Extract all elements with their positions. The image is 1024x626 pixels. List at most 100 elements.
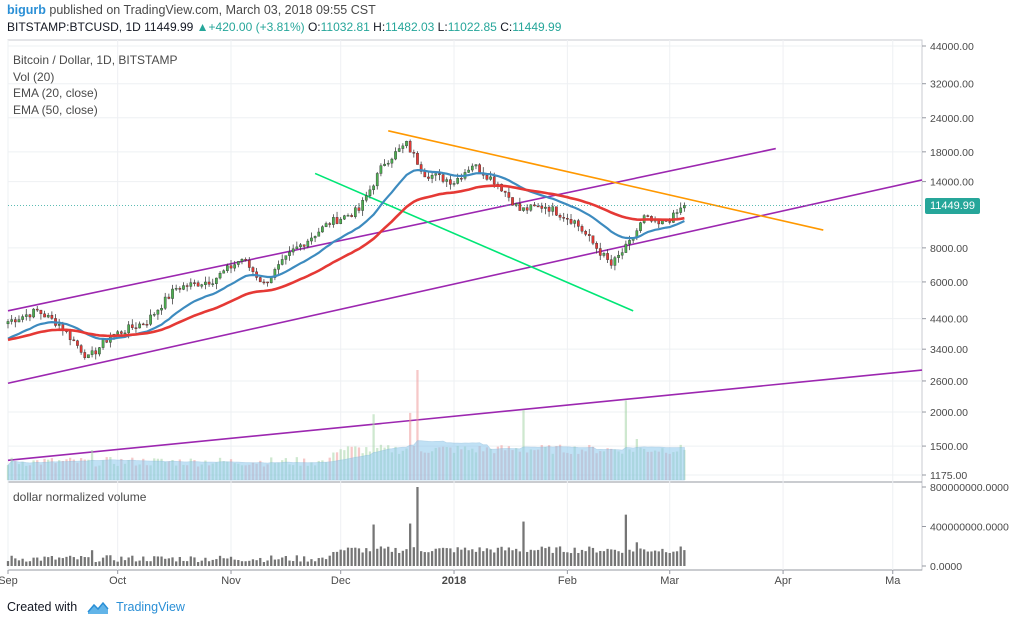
candle-up	[401, 145, 405, 149]
legend-ema50[interactable]: EMA (50, close)	[13, 102, 98, 117]
volume-bar	[259, 557, 262, 566]
ema50-line	[7, 184, 685, 342]
volume-bar	[186, 561, 189, 566]
candle-up	[343, 215, 346, 220]
candle-up	[160, 308, 163, 311]
candle-down	[460, 178, 463, 180]
price-tick-label: 6000.00	[930, 277, 968, 289]
volume-bar	[207, 561, 211, 566]
volume-bar	[628, 549, 631, 566]
volume-bar	[94, 562, 97, 566]
volume-bar	[233, 559, 236, 566]
volume-bar	[489, 549, 492, 566]
volume-bar	[624, 514, 627, 566]
volume-bar	[544, 548, 547, 566]
candle-up	[602, 253, 606, 256]
author-name[interactable]: bigurb	[7, 3, 46, 17]
candle-down	[511, 197, 514, 206]
volume-bar	[6, 561, 10, 566]
volume-bar	[427, 552, 430, 566]
volume-bar	[485, 548, 489, 566]
volume-bar	[588, 546, 591, 566]
volume-bar	[339, 549, 342, 566]
ohlc-bar: BITSTAMP:BTCUSD, 1D 11449.99 ▲+420.00 (+…	[7, 20, 561, 34]
volume-bar	[65, 556, 68, 566]
low-value: 11022.85	[447, 20, 497, 34]
volume-bar	[577, 552, 580, 566]
candle-up	[200, 284, 204, 287]
candle-up	[138, 323, 141, 329]
candle-up	[470, 165, 474, 171]
volume-bar	[376, 548, 379, 566]
ema20-line	[7, 168, 685, 341]
candle-down	[606, 253, 609, 260]
candle-down	[94, 350, 98, 355]
volume-bar	[39, 560, 43, 566]
volume-bar	[387, 546, 390, 566]
volume-bar	[602, 551, 606, 566]
candle-down	[350, 215, 353, 217]
candle-up	[32, 308, 35, 318]
candle-down	[555, 206, 558, 216]
candle-up	[353, 207, 357, 217]
candle-down	[500, 183, 503, 192]
volume-bar	[204, 557, 207, 566]
candle-down	[558, 215, 562, 218]
volume-bar	[313, 561, 317, 566]
candle-up	[163, 296, 167, 309]
candle-up	[617, 254, 620, 258]
candle-up	[269, 277, 273, 284]
volume-pane-title[interactable]: dollar normalized volume	[13, 490, 147, 504]
candle-down	[145, 324, 149, 326]
open-label: O:	[307, 20, 321, 34]
candle-up	[306, 240, 310, 247]
candle-up	[361, 200, 364, 211]
volume-pane	[6, 487, 686, 566]
volume-bar	[643, 549, 646, 566]
volume-tick-label: 400000000.0000	[930, 522, 1009, 534]
candle-up	[226, 265, 229, 271]
volume-bar	[398, 552, 401, 566]
volume-bar	[182, 560, 185, 566]
candle-down	[72, 339, 76, 342]
candle-up	[149, 314, 152, 325]
created-with-text: Created with	[7, 600, 78, 614]
volume-bar	[303, 556, 306, 566]
candle-up	[624, 243, 628, 253]
candle-down	[357, 207, 361, 211]
volume-bar	[160, 556, 163, 566]
candle-up	[236, 261, 240, 265]
volume-bar	[112, 560, 116, 566]
candle-up	[364, 195, 368, 201]
legend-title[interactable]: Bitcoin / Dollar, 1D, BITSTAMP	[13, 53, 178, 67]
high-label: H:	[373, 20, 386, 34]
footer: Created with TradingView	[7, 600, 185, 615]
volume-bar	[284, 556, 287, 566]
price-tick-label: 4400.00	[930, 314, 968, 326]
candle-up	[17, 319, 21, 323]
candle-down	[328, 223, 332, 225]
candle-down	[591, 235, 595, 244]
time-tick-label: Mar	[660, 575, 679, 587]
volume-bar	[493, 552, 496, 566]
candle-down	[668, 221, 672, 223]
tradingview-link[interactable]: TradingView	[116, 600, 185, 614]
volume-bar	[317, 558, 320, 566]
legend-volume[interactable]: Vol (20)	[13, 69, 55, 84]
candle-up	[321, 226, 324, 233]
volume-bar	[456, 547, 459, 566]
volume-bar	[43, 556, 46, 566]
candle-up	[405, 140, 408, 147]
volume-bar	[127, 557, 130, 566]
legend-ema20[interactable]: EMA (20, close)	[13, 86, 98, 100]
candle-up	[10, 319, 13, 322]
volume-bar	[558, 546, 562, 566]
volume-bar	[292, 561, 295, 566]
time-tick-label: Apr	[775, 575, 792, 587]
volume-bar	[262, 562, 266, 566]
volume-bar	[430, 551, 434, 566]
candle-up	[299, 244, 302, 248]
candle-up	[182, 285, 185, 290]
volume-bar	[500, 546, 503, 566]
